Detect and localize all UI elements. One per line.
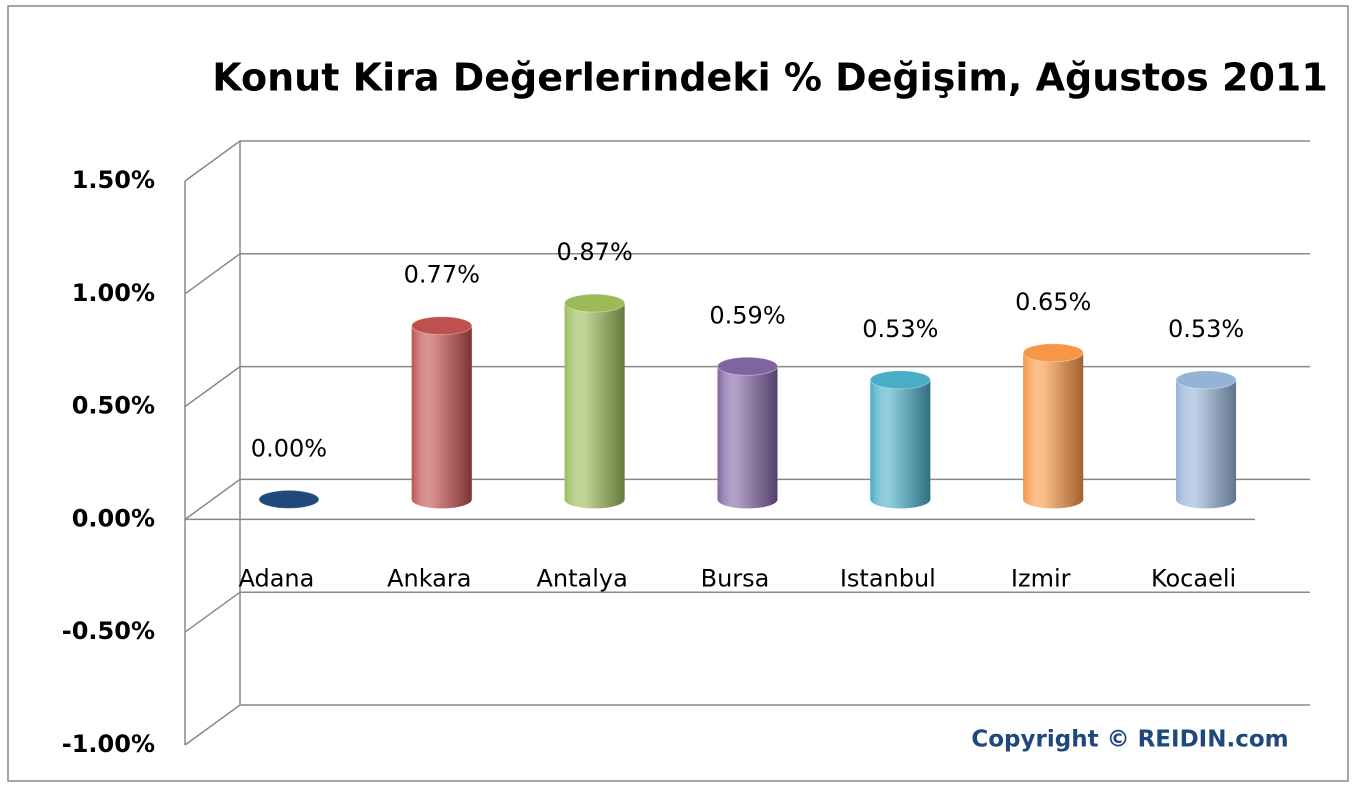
grid-line: [184, 140, 1310, 182]
bar-top: [564, 293, 626, 313]
bar-shade: [1176, 379, 1237, 509]
grid-line: [184, 365, 1310, 408]
copyright: Copyright © REIDIN.com: [971, 727, 1288, 753]
bar-top: [869, 370, 931, 390]
chart-title: Konut Kira Değerlerindeki % Değişim, Ağu…: [212, 56, 1328, 100]
bar-top: [1175, 370, 1237, 390]
value-label: 0.00%: [251, 434, 327, 462]
value-label: 0.53%: [862, 315, 938, 343]
value-label: 0.59%: [709, 301, 785, 329]
chart-frame: [7, 5, 1349, 782]
value-label: 0.77%: [404, 261, 480, 289]
bar-shade: [411, 325, 472, 509]
bar-top: [1022, 343, 1084, 363]
value-label: 0.87%: [557, 238, 633, 266]
bar-top: [411, 316, 473, 336]
grid-line: [184, 478, 1310, 521]
bar-top: [258, 489, 320, 509]
bar-shade: [870, 379, 931, 509]
x-tick-label: Bursa: [701, 564, 770, 592]
x-tick-label: Izmir: [1011, 564, 1071, 592]
grid-line: [184, 704, 1310, 746]
y-tick-label: 0.50%: [72, 392, 155, 420]
x-tick-label: Ankara: [387, 564, 471, 592]
y-tick-label: -1.00%: [62, 730, 155, 758]
y-tick-label: 0.00%: [72, 504, 155, 532]
value-label: 0.65%: [1015, 288, 1091, 316]
bar-shade: [564, 303, 625, 509]
x-tick-label: Kocaeli: [1151, 564, 1236, 592]
x-tick-label: Adana: [238, 564, 314, 592]
bar-top: [717, 356, 778, 376]
x-tick-label: Istanbul: [840, 564, 936, 592]
y-tick-label: -0.50%: [62, 617, 155, 645]
y-tick-label: 1.50%: [72, 166, 155, 194]
value-label: 0.53%: [1168, 315, 1244, 343]
grid-line: [184, 591, 1310, 633]
x-tick-label: Antalya: [536, 564, 627, 592]
grid-line: [184, 253, 1310, 295]
y-tick-label: 1.00%: [72, 279, 155, 307]
bar-shade: [717, 366, 778, 509]
bar-shade: [1023, 352, 1084, 509]
